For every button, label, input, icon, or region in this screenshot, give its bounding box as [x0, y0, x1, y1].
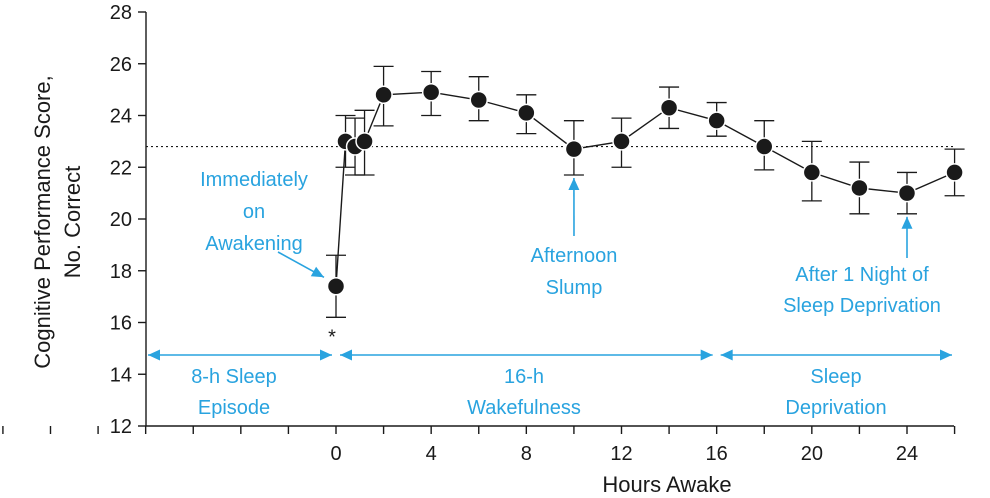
- x-tick-label: 24: [896, 443, 918, 465]
- annotations: ImmediatelyonAwakeningAfternoonSlumpAfte…: [200, 169, 941, 317]
- data-point: [802, 163, 822, 182]
- annotation-text: Immediately: [200, 169, 308, 191]
- annotation-text: After 1 Night of: [795, 264, 929, 286]
- y-axis-title-line-2: No. Correct: [60, 166, 85, 278]
- arrowhead: [700, 349, 713, 361]
- annotation-text: Awakening: [205, 233, 302, 255]
- data-point: [707, 111, 726, 130]
- axes: 12 14 16 18 20 22 24 26 28 0 4 8 12 16 20 24: [2, 2, 956, 465]
- data-point: [755, 137, 774, 156]
- y-tick-label: 24: [110, 106, 132, 128]
- data-point: [612, 132, 631, 151]
- data-point: [355, 132, 374, 151]
- data-point: [659, 98, 679, 117]
- period-label: Deprivation: [785, 397, 886, 419]
- x-axis-title: Hours Awake: [602, 472, 731, 497]
- data-point: [897, 183, 917, 203]
- y-tick-label: 22: [110, 157, 132, 179]
- y-axis-title: Cognitive Performance Score, No. Correct: [30, 75, 85, 368]
- annotation-1: Immediately on Awakening: [200, 169, 325, 278]
- annotation-2: Afternoon Slump: [531, 178, 618, 299]
- data-point: [517, 103, 536, 123]
- x-tick-label: 4: [426, 443, 437, 465]
- period-label: Wakefulness: [467, 397, 581, 419]
- annotation-text: Slump: [546, 277, 603, 299]
- arrowhead: [148, 349, 160, 361]
- period-label: Sleep: [810, 366, 861, 388]
- annotation-text: Afternoon: [531, 245, 618, 267]
- period-label: 16-h: [504, 366, 544, 388]
- y-tick-label: 12: [110, 416, 132, 438]
- annotation-3: After 1 Night of Sleep Deprivation: [783, 216, 941, 317]
- period-label: Episode: [198, 397, 270, 419]
- x-tick-label: 20: [801, 443, 823, 465]
- y-tick-label: 14: [110, 364, 132, 386]
- arrowhead: [310, 266, 324, 278]
- data-point: [421, 82, 441, 102]
- period-3: Sleep Deprivation: [720, 349, 952, 419]
- data-point: [469, 90, 488, 110]
- arrowhead: [720, 349, 733, 361]
- y-axis-title-line-1: Cognitive Performance Score,: [30, 75, 55, 368]
- y-tick-label: 26: [110, 54, 132, 76]
- arrowhead: [340, 349, 352, 361]
- arrowhead: [940, 349, 952, 361]
- data-point: [945, 163, 964, 182]
- data-point: [850, 178, 869, 198]
- data-point: [564, 139, 584, 159]
- annotation-text: on: [243, 201, 265, 223]
- period-1: 8-h Sleep Episode: [148, 349, 332, 419]
- arrowhead: [901, 216, 913, 229]
- arrowhead: [320, 349, 332, 361]
- y-tick-label: 20: [110, 209, 132, 231]
- y-tick-label: 18: [110, 261, 132, 283]
- x-tick-label: 0: [330, 443, 341, 465]
- data-point: [374, 85, 393, 105]
- y-tick-label: 16: [110, 313, 132, 335]
- x-tick-label: 12: [610, 443, 632, 465]
- data-series: *: [326, 65, 965, 348]
- y-tick-label: 28: [110, 2, 132, 24]
- annotation-text: Sleep Deprivation: [783, 295, 941, 317]
- x-tick-label: 16: [706, 443, 728, 465]
- data-point: [326, 277, 346, 296]
- arrowhead: [568, 178, 580, 190]
- period-2: 16-h Wakefulness: [340, 349, 713, 419]
- x-tick-label: 8: [521, 443, 532, 465]
- significance-marker: *: [328, 326, 336, 348]
- period-label: 8-h Sleep: [191, 366, 277, 388]
- period-indicators: 8-h Sleep Episode 16-h Wakefulness Sleep Depr…: [148, 349, 952, 419]
